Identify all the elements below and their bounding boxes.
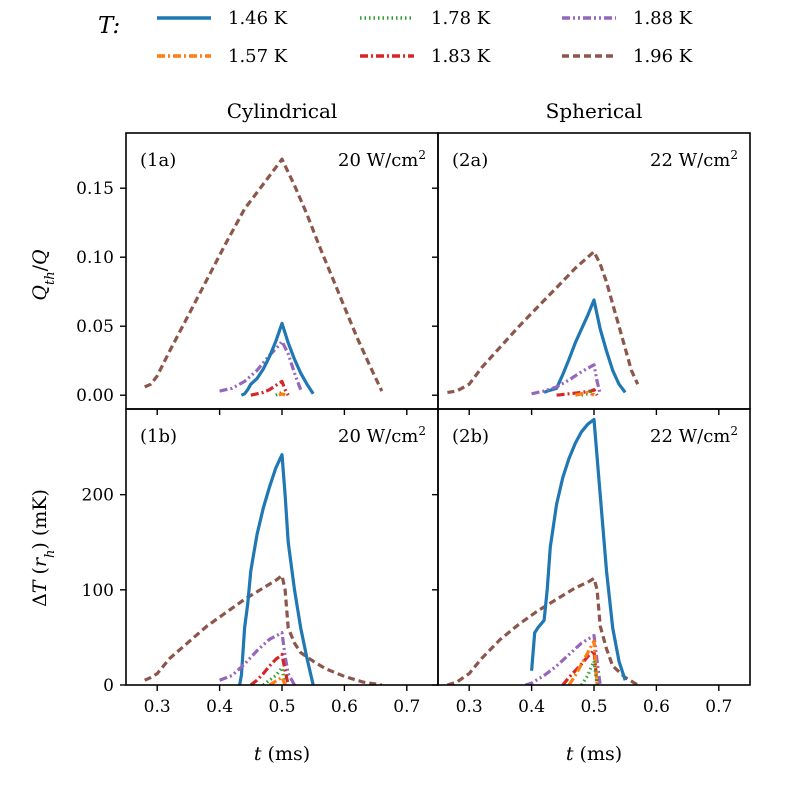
power-label: 22 W/cm2 xyxy=(650,148,738,171)
legend: T: 1.46 K 1.57 K 1.78 K 1.83 K 1.88 K 1.96 K xyxy=(98,8,693,67)
x-tick-label: 0.4 xyxy=(206,697,233,717)
series-183K-2a xyxy=(556,388,599,397)
x-tick-label: 0.7 xyxy=(393,697,420,717)
series-157K-1b xyxy=(268,675,287,685)
series-196K-1b xyxy=(144,573,383,685)
y-tick-label: 0.00 xyxy=(76,386,114,406)
y-tick-label: 0.15 xyxy=(76,179,114,199)
x-tick-label: 0.6 xyxy=(643,697,670,717)
panel-1a: 0.00 0.05 0.10 0.15 (1a) 20 W/cm2 xyxy=(76,132,439,415)
series-178K-1b xyxy=(262,666,287,685)
y-tick-label: 100 xyxy=(82,581,114,601)
x-tick-label: 0.5 xyxy=(268,697,295,717)
power-label: 20 W/cm2 xyxy=(338,148,426,171)
x-axis-title-left: t (ms) xyxy=(254,743,310,765)
y-tick-label: 0 xyxy=(103,676,114,696)
series-157K-1a xyxy=(278,392,286,397)
panel-label: (2b) xyxy=(452,426,489,447)
panel-2b: 0.3 0.4 0.5 0.6 0.7 (2b) 22 W/cm2 xyxy=(432,408,751,717)
power-label: 20 W/cm2 xyxy=(338,424,426,447)
panel-2a: (2a) 22 W/cm2 xyxy=(432,132,751,415)
column-title-spherical: Spherical xyxy=(546,99,643,123)
series-196K-2a xyxy=(447,250,640,394)
panel-1b: 0.3 0.4 0.5 0.6 0.7 0 100 200 (1b) 20 W/cm2 xyxy=(82,408,439,717)
series-183K-1a xyxy=(250,379,290,397)
series-188K-1b xyxy=(219,631,296,685)
panel-label: (1b) xyxy=(140,426,177,447)
legend-label-0: 1.46 K xyxy=(228,8,288,29)
y-tick-label: 0.10 xyxy=(76,248,114,268)
legend-label-3: 1.83 K xyxy=(431,46,491,67)
x-tick-label: 0.3 xyxy=(456,697,483,717)
series-183K-2b xyxy=(561,649,599,685)
series-146K-2b xyxy=(530,417,627,681)
x-tick-label: 0.7 xyxy=(705,697,732,717)
series-188K-1a xyxy=(219,339,303,393)
y-axis-title-bottom: ΔT (rh) (mK) xyxy=(29,489,58,607)
column-title-cylindrical: Cylindrical xyxy=(227,99,338,123)
x-tick-label: 0.3 xyxy=(144,697,171,717)
series-188K-2a xyxy=(531,363,602,396)
legend-label-5: 1.96 K xyxy=(633,46,693,67)
legend-label-4: 1.88 K xyxy=(633,8,693,29)
power-label: 22 W/cm2 xyxy=(650,424,738,447)
series-157K-2a xyxy=(574,390,595,397)
y-tick-label: 0.05 xyxy=(76,317,114,337)
panel-label: (2a) xyxy=(452,150,488,171)
panel-frame xyxy=(125,132,439,410)
x-tick-label: 0.6 xyxy=(331,697,358,717)
series-146K-1b xyxy=(238,453,315,685)
legend-title: T: xyxy=(98,13,120,39)
panel-frame xyxy=(437,132,751,410)
panel-label: (1a) xyxy=(140,150,176,171)
legend-label-2: 1.78 K xyxy=(431,8,491,29)
series-196K-1a xyxy=(144,157,384,392)
series-146K-2a xyxy=(543,298,627,394)
series-188K-2b xyxy=(524,633,602,685)
y-tick-label: 200 xyxy=(82,486,114,506)
y-axis-title-top: Qth/Q xyxy=(29,249,58,300)
series-146K-1a xyxy=(240,321,315,397)
x-tick-label: 0.5 xyxy=(580,697,607,717)
series-157K-2b xyxy=(567,639,599,685)
x-tick-label: 0.4 xyxy=(518,697,545,717)
legend-label-1: 1.57 K xyxy=(228,46,288,67)
series-196K-2b xyxy=(446,576,639,685)
x-axis-title-right: t (ms) xyxy=(566,743,622,765)
